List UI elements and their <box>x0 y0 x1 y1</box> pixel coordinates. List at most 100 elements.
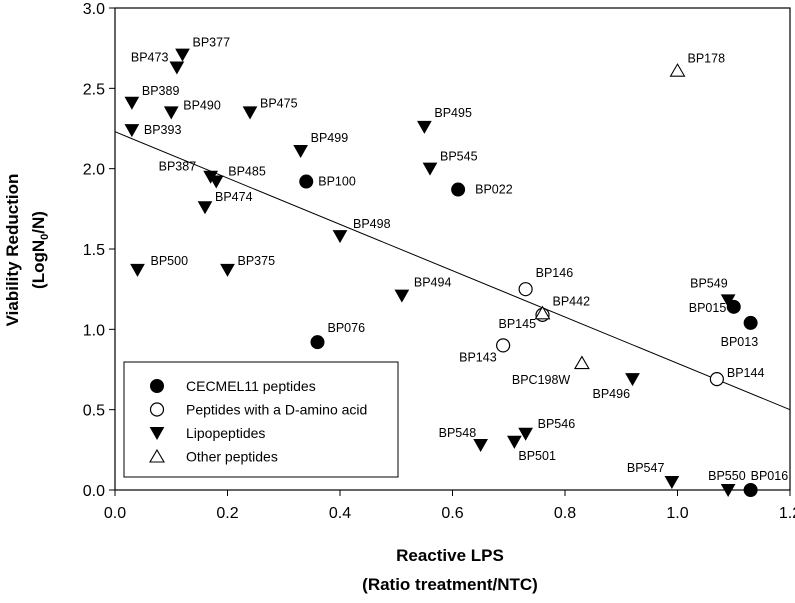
point-bp548 <box>473 439 488 453</box>
y-tick-label: 0.0 <box>83 483 105 500</box>
x-tick-label: 0.6 <box>441 505 463 522</box>
legend-marker-1 <box>150 379 164 393</box>
point-bp100 <box>299 174 314 189</box>
point-bp474 <box>197 201 213 215</box>
point-label-bp496: BP496 <box>593 387 631 401</box>
point-bp442 <box>534 305 551 320</box>
point-bp389 <box>124 96 140 110</box>
point-labels: BP100 BP022 BP076 BP015 BP013 BP016 BP146 BP145… <box>131 36 788 483</box>
point-label-bp016: BP016 <box>751 469 789 483</box>
point-label-bp022: BP022 <box>475 183 513 197</box>
x-tick-label: 1.0 <box>666 505 688 522</box>
point-label-bp547: BP547 <box>627 461 665 475</box>
x-tick-label: 0.0 <box>104 505 126 522</box>
point-bp375 <box>220 263 235 277</box>
point-bp549 <box>720 294 736 308</box>
point-bp501 <box>507 435 522 449</box>
point-bp547 <box>664 475 680 489</box>
y-tick-label: 0.5 <box>83 403 105 420</box>
point-bp143 <box>496 338 511 353</box>
legend-marker-4 <box>149 448 165 463</box>
point-label-bp393: BP393 <box>144 123 182 137</box>
point-label-bp499: BP499 <box>311 131 349 145</box>
point-label-bp550: BP550 <box>708 469 746 483</box>
data-points <box>124 48 758 498</box>
point-label-bp076: BP076 <box>328 321 366 335</box>
regression-line <box>114 131 791 411</box>
point-label-bp498: BP498 <box>353 217 391 231</box>
point-label-bp146: BP146 <box>536 266 574 280</box>
point-bp490 <box>163 106 179 120</box>
point-label-bp490: BP490 <box>183 98 221 112</box>
y-axis-title-line1: Viability Reduction <box>3 174 22 327</box>
point-label-bp375: BP375 <box>238 254 276 268</box>
point-bpc198w <box>573 355 590 370</box>
point-bp499 <box>293 144 308 159</box>
point-label-bp015: BP015 <box>689 301 727 315</box>
legend-marker-2 <box>149 402 165 417</box>
plot-frame <box>114 7 791 491</box>
point-label-bp473: BP473 <box>131 50 169 64</box>
point-label-bp501: BP501 <box>518 449 556 463</box>
point-label-bp013: BP013 <box>721 335 759 349</box>
y-tick-label: 2.0 <box>83 162 105 179</box>
x-axis-title-line2: (Ratio treatment/NTC) <box>362 575 538 594</box>
point-label-bp495: BP495 <box>434 106 472 120</box>
point-bp393 <box>124 124 140 138</box>
point-label-bp485: BP485 <box>228 165 266 179</box>
legend-label-4: Other peptides <box>186 449 278 465</box>
y-axis-title-line2: (LogN0/N) <box>29 211 51 289</box>
point-label-bp100: BP100 <box>318 175 356 189</box>
point-bp144 <box>709 372 724 387</box>
point-label-bp545: BP545 <box>440 150 478 164</box>
y-tick-label: 1.0 <box>83 322 105 339</box>
point-bp022 <box>451 182 466 197</box>
point-bp546 <box>518 427 533 441</box>
point-label-bp549: BP549 <box>690 276 728 290</box>
point-label-bp500: BP500 <box>151 254 189 268</box>
point-label-bp387: BP387 <box>159 160 197 174</box>
legend-label-1: CECMEL11 peptides <box>186 378 316 394</box>
x-tick-label: 0.2 <box>216 505 238 522</box>
legend-label-2: Peptides with a D-amino acid <box>186 402 367 418</box>
point-bp545 <box>422 162 438 176</box>
point-label-bp144: BP144 <box>727 366 765 380</box>
point-bp013 <box>743 315 758 330</box>
point-label-bp377: BP377 <box>193 36 231 50</box>
point-label-bp178: BP178 <box>688 52 726 66</box>
y-tick-label: 1.5 <box>83 242 105 259</box>
y-axis-title-suffix: /N) <box>29 211 48 234</box>
y-tick-label: 3.0 <box>83 1 105 18</box>
point-label-bp475: BP475 <box>260 96 298 110</box>
legend-entries: CECMEL11 peptides Peptides with a D-amino… <box>149 378 367 465</box>
point-label-bp548: BP548 <box>439 426 477 440</box>
point-bp495 <box>417 120 432 134</box>
x-tick-label: 0.4 <box>329 505 351 522</box>
point-label-bp145: BP145 <box>499 317 537 331</box>
x-tick-labels: 0.0 0.2 0.4 0.6 0.8 1.0 1.2 <box>104 505 795 522</box>
point-bp498 <box>332 230 348 244</box>
legend-box <box>123 361 399 478</box>
axis-ticks <box>109 7 791 496</box>
y-axis-title-prefix: (LogN <box>29 240 48 289</box>
legend-marker-3 <box>149 427 165 441</box>
point-label-bp442: BP442 <box>553 294 591 308</box>
point-label-bp143: BP143 <box>459 350 497 364</box>
legend: CECMEL11 peptides Peptides with a D-amino… <box>123 361 399 478</box>
point-bp475 <box>242 106 258 120</box>
x-axis-title-line1: Reactive LPS <box>396 546 504 565</box>
y-axis-title-subscript: 0 <box>39 234 51 240</box>
point-bp485 <box>208 175 224 189</box>
point-label-bp474: BP474 <box>215 190 253 204</box>
point-bp178 <box>669 63 686 77</box>
legend-label-3: Lipopeptides <box>186 425 265 441</box>
point-bp377 <box>175 48 190 62</box>
point-bp500 <box>130 263 145 277</box>
point-label-bp494: BP494 <box>414 276 452 290</box>
y-tick-labels: 0.0 0.5 1.0 1.5 2.0 2.5 3.0 <box>83 1 105 500</box>
point-bp473 <box>169 61 185 75</box>
point-label-bpc198w: BPC198W <box>512 373 571 387</box>
point-bp496 <box>625 373 640 387</box>
x-tick-label: 0.8 <box>554 505 576 522</box>
point-bp146 <box>518 282 533 297</box>
